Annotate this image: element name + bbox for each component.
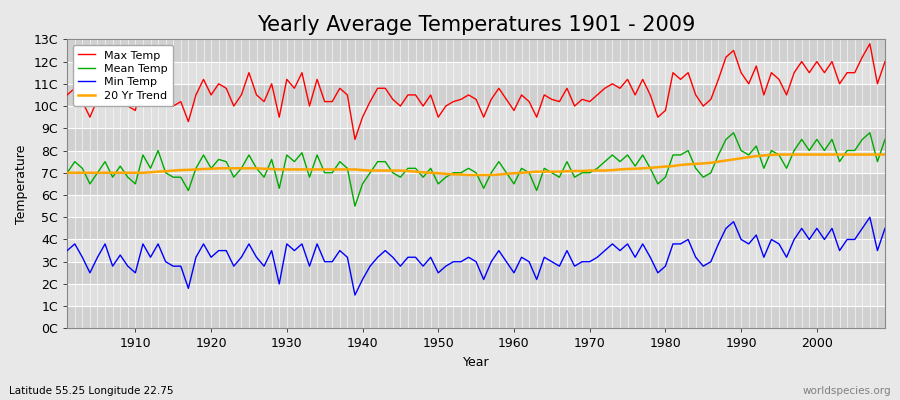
Bar xyxy=(68,306,885,328)
Max Temp xyxy=(607,82,617,86)
20 Yr Trend xyxy=(516,170,526,175)
Bar xyxy=(68,62,885,84)
Min Temp xyxy=(508,270,519,275)
20 Yr Trend xyxy=(774,152,785,157)
Min Temp xyxy=(349,293,360,298)
Bar xyxy=(68,240,885,262)
Max Temp xyxy=(879,59,890,64)
Min Temp xyxy=(289,248,300,253)
Max Temp xyxy=(349,137,360,142)
20 Yr Trend xyxy=(122,170,133,175)
Bar xyxy=(68,217,885,240)
Legend: Max Temp, Mean Temp, Min Temp, 20 Yr Trend: Max Temp, Mean Temp, Min Temp, 20 Yr Tre… xyxy=(73,45,173,106)
X-axis label: Year: Year xyxy=(463,356,490,369)
Line: Mean Temp: Mean Temp xyxy=(68,133,885,206)
Min Temp xyxy=(516,255,526,260)
Min Temp xyxy=(879,226,890,231)
Bar xyxy=(68,128,885,150)
Mean Temp xyxy=(289,159,300,164)
Line: Max Temp: Max Temp xyxy=(68,44,885,140)
Max Temp xyxy=(62,92,73,97)
Bar xyxy=(68,106,885,128)
20 Yr Trend xyxy=(879,152,890,157)
Min Temp xyxy=(122,264,133,268)
Max Temp xyxy=(508,108,519,113)
Text: worldspecies.org: worldspecies.org xyxy=(803,386,891,396)
20 Yr Trend xyxy=(607,168,617,172)
Min Temp xyxy=(607,242,617,246)
Bar xyxy=(68,262,885,284)
Max Temp xyxy=(516,92,526,97)
20 Yr Trend xyxy=(335,167,346,172)
Line: Min Temp: Min Temp xyxy=(68,217,885,295)
Bar xyxy=(68,84,885,106)
Mean Temp xyxy=(516,166,526,171)
Max Temp xyxy=(289,86,300,91)
20 Yr Trend xyxy=(62,170,73,175)
Title: Yearly Average Temperatures 1901 - 2009: Yearly Average Temperatures 1901 - 2009 xyxy=(256,15,696,35)
Mean Temp xyxy=(349,204,360,208)
Mean Temp xyxy=(607,152,617,157)
Text: Latitude 55.25 Longitude 22.75: Latitude 55.25 Longitude 22.75 xyxy=(9,386,174,396)
Max Temp xyxy=(335,86,346,91)
Mean Temp xyxy=(728,130,739,135)
Min Temp xyxy=(62,248,73,253)
Mean Temp xyxy=(122,175,133,180)
Bar xyxy=(68,195,885,217)
20 Yr Trend xyxy=(464,172,474,177)
Bar xyxy=(68,150,885,173)
Bar xyxy=(68,39,885,62)
Line: 20 Yr Trend: 20 Yr Trend xyxy=(68,154,885,175)
Min Temp xyxy=(865,215,876,220)
Bar xyxy=(68,284,885,306)
Mean Temp xyxy=(335,159,346,164)
Bar xyxy=(68,173,885,195)
20 Yr Trend xyxy=(508,171,519,176)
Mean Temp xyxy=(62,170,73,175)
Mean Temp xyxy=(508,182,519,186)
Min Temp xyxy=(335,248,346,253)
Mean Temp xyxy=(879,137,890,142)
Max Temp xyxy=(865,41,876,46)
Max Temp xyxy=(122,104,133,108)
Y-axis label: Temperature: Temperature xyxy=(15,144,28,224)
20 Yr Trend xyxy=(289,167,300,172)
